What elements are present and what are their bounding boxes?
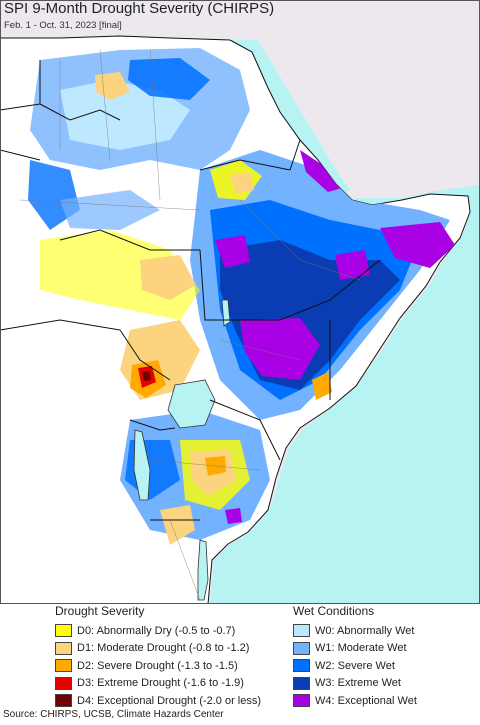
legend-swatch-w4	[293, 694, 310, 707]
kenya-wet-w4	[240, 318, 320, 380]
legend-label-w2: W2: Severe Wet	[315, 659, 395, 672]
legend-swatch-d1	[55, 641, 72, 655]
legend-item-w0: W0: Abnormally Wet	[293, 622, 414, 639]
map-subtitle: Feb. 1 - Oct. 31, 2023 [final]	[4, 20, 122, 31]
malawi-dry-d1	[160, 505, 195, 545]
legend-swatch-d0	[55, 624, 72, 637]
ethiopia-wet-w4	[215, 235, 250, 268]
lake-victoria	[167, 379, 216, 429]
admin-borders	[19, 49, 361, 601]
legend-swatch-w2	[293, 659, 310, 672]
southsudan-wet-w1	[60, 190, 160, 230]
legend-label-d2: D2: Severe Drought (-1.3 to -1.5)	[77, 659, 238, 672]
legend-swatch-d4	[55, 694, 72, 707]
lake-malawi	[197, 539, 209, 601]
drc-dry-d4	[142, 371, 151, 381]
legend-label-w4: W4: Exceptional Wet	[315, 694, 417, 707]
southsudan-dry-d1	[140, 255, 196, 300]
source-credit: Source: CHIRPS, UCSB, Climate Hazards Ce…	[3, 709, 224, 720]
kenya-coast-dry-d2	[312, 372, 332, 400]
legend-label-d0: D0: Abnormally Dry (-0.5 to -0.7)	[77, 624, 236, 637]
legend-item-w3: W3: Extreme Wet	[293, 675, 401, 692]
legend-label-w0: W0: Abnormally Wet	[315, 624, 415, 637]
drought-map	[0, 0, 480, 604]
legend-item-d4: D4: Exceptional Drought (-2.0 or less)	[55, 692, 261, 709]
legend-swatch-w3	[293, 676, 310, 690]
map-title: SPI 9-Month Drought Severity (CHIRPS)	[4, 0, 275, 17]
country-borders	[0, 60, 381, 521]
legend-item-d2: D2: Severe Drought (-1.3 to -1.5)	[55, 657, 238, 674]
legend-wet-title: Wet Conditions	[293, 604, 375, 618]
legend-item-d1: D1: Moderate Drought (-0.8 to -1.2)	[55, 640, 249, 657]
legend-item-w2: W2: Severe Wet	[293, 657, 395, 674]
legend-label-d3: D3: Extreme Drought (-1.6 to -1.9)	[77, 677, 244, 689]
legend-label-w1: W1: Moderate Wet	[315, 642, 407, 654]
legend-swatch-w1	[293, 641, 310, 655]
lake-tanganyika	[133, 429, 151, 501]
sudan-wet-w0	[60, 80, 190, 150]
legend-item-d3: D3: Extreme Drought (-1.6 to -1.9)	[55, 675, 244, 692]
ethiopia-dry-d1	[230, 172, 254, 194]
tanzania-wet-w4	[225, 508, 242, 524]
djibouti-wet-w4	[300, 150, 342, 192]
legend-label-d1: D1: Moderate Drought (-0.8 to -1.2)	[77, 642, 250, 654]
legend-item-w1: W1: Moderate Wet	[293, 640, 407, 657]
legend-item-w4: W4: Exceptional Wet	[293, 692, 417, 709]
legend-label-d4: D4: Exceptional Drought (-2.0 or less)	[77, 694, 262, 707]
legend-swatch-d3	[55, 676, 72, 690]
somalia-wet-w4	[380, 222, 455, 268]
sudan-wet-w2	[128, 58, 210, 100]
legend-item-d0: D0: Abnormally Dry (-0.5 to -0.7)	[55, 622, 235, 639]
ogaden-wet-w4	[335, 250, 370, 280]
legend-label-w3: W3: Extreme Wet	[315, 677, 401, 689]
legend-swatch-d2	[55, 659, 72, 672]
legend-drought-title: Drought Severity	[55, 604, 145, 618]
southsudan-dry-d0	[40, 230, 200, 320]
legend-swatch-w0	[293, 624, 310, 637]
indian-ocean	[210, 185, 480, 604]
